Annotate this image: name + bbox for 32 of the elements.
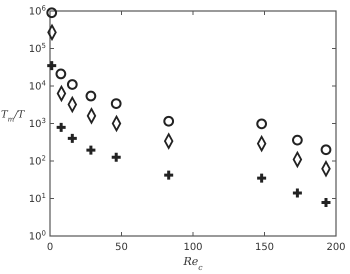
y-tick-label: 10$^{6}$ <box>28 4 47 18</box>
y-tick-label: 10$^{5}$ <box>28 42 46 55</box>
point <box>86 146 96 155</box>
x-tick-label: 0 <box>46 242 54 253</box>
y-tick-label: 10$^{4}$ <box>28 80 47 92</box>
point <box>321 198 330 208</box>
point <box>163 116 174 127</box>
point <box>56 68 66 80</box>
point <box>56 122 66 132</box>
x-tick-label: 50 <box>115 242 128 253</box>
point <box>292 188 302 198</box>
point <box>68 134 77 143</box>
y-tick-label: 10$^{2}$ <box>28 154 46 168</box>
point <box>66 79 78 90</box>
point <box>110 98 122 109</box>
x-tick-label: 100 <box>183 242 203 253</box>
point <box>164 170 174 180</box>
point <box>292 134 303 146</box>
x-axis-title: Re$_{c}$ <box>182 255 204 272</box>
y-tick-label: 10$^{0}$ <box>28 230 46 242</box>
x-tick-label: 150 <box>254 242 274 253</box>
x-tick-label: 200 <box>326 242 346 253</box>
point <box>256 118 268 130</box>
y-tick-label: 10$^{3}$ <box>28 117 46 130</box>
point <box>257 174 266 183</box>
point <box>320 144 332 156</box>
point <box>86 90 96 102</box>
y-tick-label: 10$^{1}$ <box>28 192 46 205</box>
point <box>47 61 56 70</box>
y-axis-title: T$_{m}$/T <box>1 110 26 124</box>
point <box>46 7 58 18</box>
point <box>112 152 121 162</box>
